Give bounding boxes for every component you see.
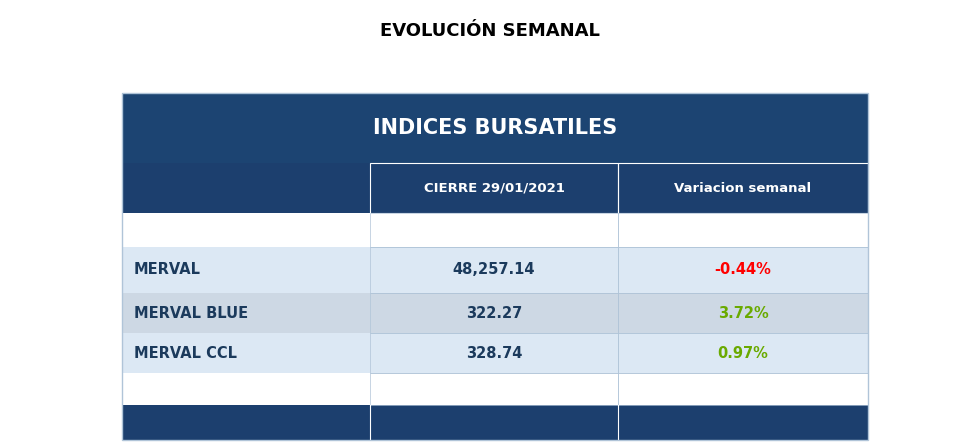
Bar [122,163,868,213]
Text: Variacion semanal: Variacion semanal [674,182,811,194]
Text: MERVAL: MERVAL [134,263,201,278]
Text: 48,257.14: 48,257.14 [453,263,535,278]
Bar [122,213,868,247]
Bar [122,93,868,163]
Bar [370,293,618,333]
Text: INDICES BURSATILES: INDICES BURSATILES [372,118,617,138]
Bar [618,213,868,247]
Bar [370,247,618,293]
Text: 328.74: 328.74 [466,346,522,361]
Bar [122,293,868,333]
Text: MERVAL CCL: MERVAL CCL [134,346,237,361]
Bar [122,373,868,405]
Bar [370,163,618,213]
Bar [618,163,868,213]
Bar [122,93,868,440]
Text: MERVAL BLUE: MERVAL BLUE [134,305,248,320]
Bar [370,333,618,373]
Bar [618,373,868,405]
Bar [618,293,868,333]
Text: 0.97%: 0.97% [717,346,768,361]
Bar [618,333,868,373]
Bar [370,373,618,405]
Bar [122,333,868,373]
Bar [370,213,618,247]
Text: 3.72%: 3.72% [717,305,768,320]
Text: CIERRE 29/01/2021: CIERRE 29/01/2021 [423,182,564,194]
Text: 322.27: 322.27 [466,305,522,320]
Bar [122,247,868,293]
Text: -0.44%: -0.44% [714,263,771,278]
Bar [618,247,868,293]
Bar [122,405,868,440]
Text: EVOLUCIÓN SEMANAL: EVOLUCIÓN SEMANAL [380,22,600,40]
